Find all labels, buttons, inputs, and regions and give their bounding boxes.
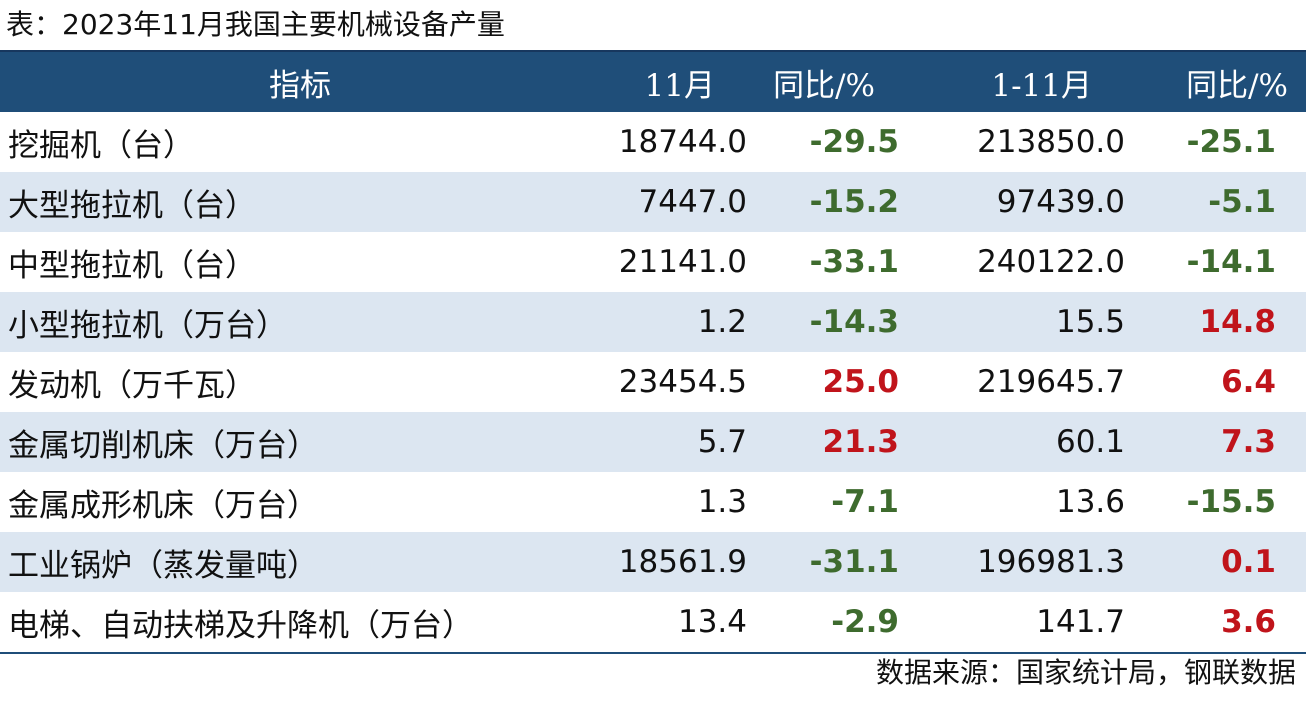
cell-yoy-november: -33.1 (809, 244, 899, 280)
header-indicator: 指标 (0, 50, 600, 112)
cell-jan-nov: 13.6 (1055, 484, 1125, 520)
cell-indicator: 金属切削机床（万台） (8, 427, 318, 464)
cell-yoy-november: -2.9 (750, 592, 903, 654)
cell-jan-nov: 15.5 (1055, 304, 1125, 340)
cell-indicator: 大型拖拉机（台） (8, 187, 256, 224)
cell-indicator: 发动机（万千瓦） (8, 367, 256, 404)
cell-yoy-jan-nov: -15.5 (1186, 484, 1276, 520)
table-row: 金属成形机床（万台） 1.3 -7.1 13.6 -15.5 (0, 472, 1306, 532)
cell-yoy-jan-nov: -25.1 (1186, 124, 1276, 160)
cell-november: 13.4 (600, 592, 750, 654)
header-yoy-jan-nov: 同比/% (1128, 50, 1306, 112)
table-row: 大型拖拉机（台） 7447.0 -15.2 97439.0 -5.1 (0, 172, 1306, 232)
cell-indicator: 电梯、自动扶梯及升降机（万台） (0, 592, 600, 654)
cell-yoy-november: -31.1 (809, 544, 899, 580)
cell-jan-nov: 141.7 (903, 592, 1128, 654)
table-row: 金属切削机床（万台） 5.7 21.3 60.1 7.3 (0, 412, 1306, 472)
cell-november: 7447.0 (638, 184, 747, 220)
cell-yoy-jan-nov: 3.6 (1128, 592, 1306, 654)
cell-indicator: 中型拖拉机（台） (8, 247, 256, 284)
header-row: 指标 11月 同比/% 1-11月 同比/% (0, 50, 1306, 112)
cell-yoy-jan-nov: 0.1 (1221, 544, 1276, 580)
cell-november: 5.7 (697, 424, 747, 460)
header-yoy-november: 同比/% (750, 50, 903, 112)
cell-jan-nov: 60.1 (1055, 424, 1125, 460)
cell-november: 23454.5 (618, 364, 747, 400)
cell-yoy-november: -15.2 (809, 184, 899, 220)
cell-yoy-november: 21.3 (822, 424, 900, 460)
table-row: 小型拖拉机（万台） 1.2 -14.3 15.5 14.8 (0, 292, 1306, 352)
table-header: 指标 11月 同比/% 1-11月 同比/% (0, 50, 1306, 112)
cell-november: 1.3 (697, 484, 747, 520)
cell-november: 21141.0 (618, 244, 747, 280)
cell-indicator: 小型拖拉机（万台） (8, 307, 287, 344)
cell-november: 18561.9 (618, 544, 747, 580)
cell-yoy-november: -14.3 (809, 304, 899, 340)
cell-jan-nov: 97439.0 (996, 184, 1125, 220)
table-caption: 表：2023年11月我国主要机械设备产量 (6, 8, 505, 41)
cell-november: 1.2 (697, 304, 747, 340)
cell-indicator: 挖掘机（台） (8, 127, 194, 164)
header-november: 11月 (600, 50, 750, 112)
cell-yoy-jan-nov: 14.8 (1199, 304, 1277, 340)
cell-yoy-november: -7.1 (831, 484, 899, 520)
cell-yoy-jan-nov: 7.3 (1221, 424, 1276, 460)
cell-yoy-jan-nov: -5.1 (1208, 184, 1276, 220)
cell-yoy-jan-nov: 6.4 (1221, 364, 1276, 400)
cell-yoy-november: -29.5 (809, 124, 899, 160)
cell-jan-nov: 196981.3 (977, 544, 1125, 580)
table-row: 中型拖拉机（台） 21141.0 -33.1 240122.0 -14.1 (0, 232, 1306, 292)
table-body: 挖掘机（台） 18744.0 -29.5 213850.0 -25.1 大型拖拉机（台） 7… (0, 112, 1306, 654)
table-row: 电梯、自动扶梯及升降机（万台） 13.4 -2.9 141.7 3.6 (0, 592, 1306, 654)
cell-yoy-november: 25.0 (822, 364, 900, 400)
machinery-output-table: 指标 11月 同比/% 1-11月 同比/% 挖掘机（台） 18744.0 -29.… (0, 50, 1306, 654)
data-source-note: 数据来源：国家统计局，钢联数据 (875, 656, 1296, 689)
cell-jan-nov: 240122.0 (977, 244, 1125, 280)
cell-november: 18744.0 (618, 124, 747, 160)
table-row: 工业锅炉（蒸发量吨） 18561.9 -31.1 196981.3 0.1 (0, 532, 1306, 592)
cell-jan-nov: 213850.0 (977, 124, 1125, 160)
cell-yoy-jan-nov: -14.1 (1186, 244, 1276, 280)
cell-indicator: 工业锅炉（蒸发量吨） (8, 547, 318, 584)
cell-indicator: 金属成形机床（万台） (8, 487, 318, 524)
table-row: 发动机（万千瓦） 23454.5 25.0 219645.7 6.4 (0, 352, 1306, 412)
header-jan-nov: 1-11月 (903, 50, 1128, 112)
table-row: 挖掘机（台） 18744.0 -29.5 213850.0 -25.1 (0, 112, 1306, 172)
cell-jan-nov: 219645.7 (977, 364, 1125, 400)
